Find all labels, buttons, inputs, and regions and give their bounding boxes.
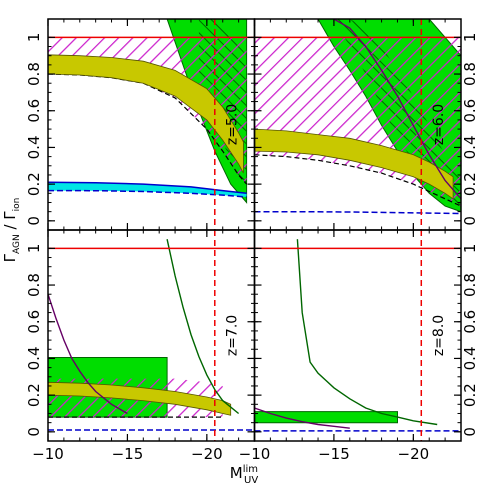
labels-layer: z=5.0 0 0.2 0.4 0.6 0.8 1 z=6.0 0 0.2 0.4 0.6 0.8 1 z=…: [1, 33, 479, 486]
y-tick-label: 0: [461, 216, 479, 226]
x-axis-title: Mlim UV: [230, 464, 259, 486]
panel-label: z=7.0: [225, 315, 241, 356]
y-tick-label: 0.4: [461, 347, 479, 371]
dark-green-line: [166, 239, 240, 415]
purple-line: [254, 407, 350, 429]
yellow-band: [48, 381, 232, 416]
panels-layer: [48, 19, 461, 441]
panel-plot-area: [254, 19, 461, 230]
y-tick-label: 1: [461, 33, 479, 43]
yellow-band: [48, 54, 244, 174]
y-tick-label: 0.4: [25, 136, 43, 160]
y-tick-label: 0: [25, 427, 43, 437]
y-tick-label: 1: [461, 244, 479, 254]
y-tick-label: 0.2: [461, 383, 479, 407]
y-tick-label: 0.8: [461, 62, 479, 86]
panel-label: z=8.0: [431, 315, 447, 356]
yellow-band: [254, 128, 454, 200]
x-tick-label: −15: [318, 445, 350, 463]
y-tick-label: 0.8: [25, 62, 43, 86]
green-band: [254, 411, 398, 424]
panel-bottom-left: [48, 230, 255, 441]
blue-dashed-line: [48, 189, 247, 198]
panel-plot-area: [48, 230, 255, 441]
y-axis-title: ΓAGN / Γion: [1, 198, 22, 263]
y-tick-label: 1: [25, 244, 43, 254]
y-tick-label: 0.2: [25, 172, 43, 196]
y-tick-label: 0.4: [25, 347, 43, 371]
panel-top-right: [254, 19, 461, 230]
y-tick-label: 0.6: [461, 310, 479, 334]
y-tick-label: 0.2: [461, 172, 479, 196]
panel-bottom-right: [254, 230, 461, 441]
purple-line: [48, 293, 128, 415]
x-tick-label: −20: [398, 445, 430, 463]
y-tick-label: 0.6: [25, 99, 43, 123]
cyan-upper-line: [48, 181, 247, 195]
x-tick-label: −15: [112, 445, 144, 463]
x-tick-label: −20: [191, 445, 223, 463]
panel-plot-area: [48, 19, 255, 230]
axes-layer: [47, 18, 462, 442]
y-tick-label: 0.2: [25, 383, 43, 407]
x-tick-label: −10: [239, 445, 271, 463]
panel-top-left: [48, 19, 255, 230]
y-tick-label: 1: [25, 33, 43, 43]
y-tick-label: 0: [461, 427, 479, 437]
magenta-lower-dashed-line: [254, 154, 461, 207]
panel-label: z=6.0: [431, 104, 447, 145]
x-tick-label: −10: [32, 445, 64, 463]
panel-label: z=5.0: [225, 104, 241, 145]
panel-plot-area: [254, 230, 461, 441]
y-tick-label: 0.8: [25, 273, 43, 297]
panel-frame: [253, 229, 462, 442]
blue-dashed-line: [254, 210, 461, 215]
purple-line: [333, 19, 461, 200]
y-tick-label: 0: [25, 216, 43, 226]
y-tick-label: 0.4: [461, 136, 479, 160]
dark-green-line: [296, 239, 438, 426]
y-tick-label: 0.6: [461, 99, 479, 123]
y-tick-label: 0.6: [25, 310, 43, 334]
y-tick-label: 0.8: [461, 273, 479, 297]
